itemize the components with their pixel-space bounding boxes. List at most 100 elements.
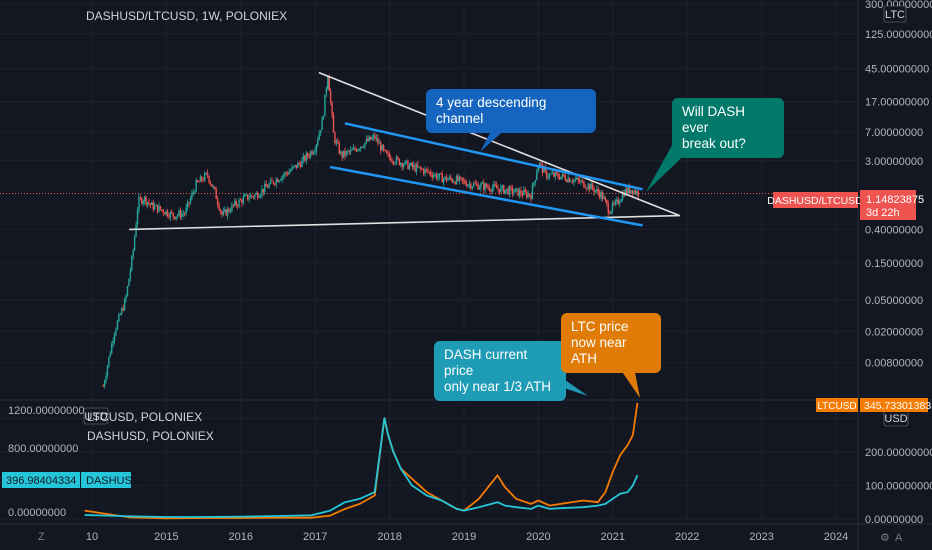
ratio-candle-body[interactable] (275, 179, 277, 185)
ratio-candle-body[interactable] (415, 164, 418, 172)
ratio-candle-body[interactable] (483, 182, 485, 190)
ratio-candle-body[interactable] (119, 314, 122, 316)
ratio-candle-body[interactable] (465, 183, 468, 187)
ratio-candle-body[interactable] (298, 163, 300, 165)
ratio-candle-body[interactable] (159, 206, 162, 210)
ratio-candle-body[interactable] (359, 146, 362, 150)
ratio-candle-body[interactable] (633, 190, 635, 194)
ratio-candle-body[interactable] (521, 194, 524, 196)
ratio-candle-body[interactable] (404, 160, 406, 165)
ratio-candle-body[interactable] (611, 203, 614, 211)
ratio-candle-body[interactable] (332, 114, 335, 133)
ratio-candle-body[interactable] (244, 195, 246, 197)
ratio-candle-body[interactable] (596, 189, 598, 191)
ratio-candle-body[interactable] (533, 183, 535, 186)
ratio-candle-body[interactable] (204, 173, 206, 181)
ratio-candle-body[interactable] (621, 193, 624, 200)
ratio-candle-body[interactable] (206, 172, 209, 176)
ratio-candle-body[interactable] (452, 181, 455, 183)
upper-tick-label[interactable]: 45.00000000 (865, 64, 929, 76)
upper-tick-label[interactable]: 0.00800000 (865, 358, 923, 370)
ratio-candle-body[interactable] (239, 199, 242, 201)
ratio-candle-body[interactable] (488, 187, 491, 191)
ratio-candle-body[interactable] (515, 188, 518, 190)
ratio-candle-body[interactable] (520, 190, 522, 195)
breakout-callout[interactable]: Will DASH ever break out? (672, 98, 784, 158)
ratio-candle-body[interactable] (289, 170, 292, 172)
ratio-candle-body[interactable] (480, 183, 482, 188)
ratio-candle-body[interactable] (432, 175, 435, 178)
ratio-candle-body[interactable] (302, 155, 305, 160)
ratio-candle-body[interactable] (136, 209, 139, 225)
ratio-candle-body[interactable] (616, 199, 618, 202)
ratio-candle-body[interactable] (339, 151, 342, 154)
ratio-candle-body[interactable] (567, 178, 569, 182)
ratio-candle-body[interactable] (305, 153, 308, 161)
ratio-candle-body[interactable] (288, 171, 290, 175)
ratio-candle-body[interactable] (312, 152, 315, 155)
ltc-price-callout[interactable]: LTC price now near ATH (561, 313, 661, 373)
ratio-candle-body[interactable] (577, 177, 579, 181)
ratio-candle-body[interactable] (523, 189, 525, 196)
ratio-candle-body[interactable] (538, 163, 541, 167)
ratio-candle-body[interactable] (367, 138, 369, 142)
ratio-candle-body[interactable] (435, 174, 438, 179)
ratio-candle-body[interactable] (517, 188, 519, 196)
ratio-candle-body[interactable] (598, 192, 601, 198)
time-tick-label[interactable]: 2017 (303, 531, 327, 543)
ratio-candle-body[interactable] (586, 188, 588, 190)
ratio-candle-body[interactable] (467, 184, 469, 187)
ratio-candle-body[interactable] (152, 202, 154, 210)
ratio-candle-body[interactable] (364, 142, 366, 147)
ratio-pane[interactable] (102, 74, 639, 389)
ratio-candle-body[interactable] (175, 216, 177, 219)
ratio-candle-body[interactable] (576, 177, 578, 180)
ratio-candle-body[interactable] (102, 386, 104, 388)
time-tick-label[interactable]: 10 (86, 531, 98, 543)
trendline-channel-bottom[interactable] (329, 165, 643, 227)
ratio-candle-body[interactable] (553, 173, 555, 177)
ratio-candle-body[interactable] (566, 180, 568, 182)
ratio-candle-body[interactable] (441, 173, 443, 183)
ratio-candle-body[interactable] (540, 163, 542, 165)
ratio-candle-body[interactable] (620, 199, 622, 203)
ratio-candle-body[interactable] (219, 209, 222, 212)
ratio-candle-body[interactable] (301, 159, 303, 167)
settings-icon[interactable]: ⚙ (880, 532, 890, 544)
time-tick-label[interactable]: 2020 (526, 531, 550, 543)
ratio-candle-body[interactable] (169, 211, 172, 218)
ratio-candle-body[interactable] (188, 202, 190, 204)
ratio-candle-body[interactable] (485, 183, 488, 188)
ratio-candle-body[interactable] (128, 278, 130, 287)
upper-tick-label[interactable]: 7.00000000 (865, 127, 923, 139)
ratio-candle-body[interactable] (580, 180, 582, 183)
ratio-candle-body[interactable] (430, 171, 432, 175)
ratio-candle-body[interactable] (547, 176, 549, 178)
ratio-candle-body[interactable] (603, 197, 605, 199)
ratio-candle-body[interactable] (444, 176, 446, 179)
time-tick-label[interactable]: 2021 (601, 531, 625, 543)
ratio-candle-body[interactable] (574, 179, 577, 181)
ratio-candle-body[interactable] (607, 203, 609, 213)
ratio-candle-body[interactable] (146, 202, 149, 205)
ratio-candle-body[interactable] (490, 190, 492, 192)
ratio-candle-body[interactable] (468, 183, 471, 185)
time-tick-label[interactable]: 2015 (154, 531, 178, 543)
ratio-candle-body[interactable] (564, 176, 566, 181)
ratio-candle-body[interactable] (178, 210, 180, 216)
ratio-candle-body[interactable] (232, 204, 235, 206)
upper-tick-label[interactable]: 0.40000000 (865, 224, 923, 236)
upper-price-axis[interactable]: 300.00000000 125.00000000 45.00000000 17.00… (865, 0, 932, 370)
auto-scale-button[interactable]: A (895, 532, 903, 544)
ratio-candle-body[interactable] (401, 163, 403, 168)
ratio-candle-body[interactable] (277, 179, 279, 182)
ratio-candle-body[interactable] (334, 132, 336, 144)
ratio-candle-body[interactable] (194, 191, 196, 193)
ratio-candle-body[interactable] (414, 165, 416, 172)
ratio-candle-body[interactable] (590, 183, 592, 190)
ratio-candle-body[interactable] (505, 188, 508, 190)
ratio-candle-body[interactable] (201, 176, 203, 181)
legend-ltcusd[interactable]: LTCUSD, POLONIEX (87, 410, 202, 424)
ratio-candle-body[interactable] (424, 169, 426, 174)
ratio-candle-body[interactable] (474, 183, 476, 185)
